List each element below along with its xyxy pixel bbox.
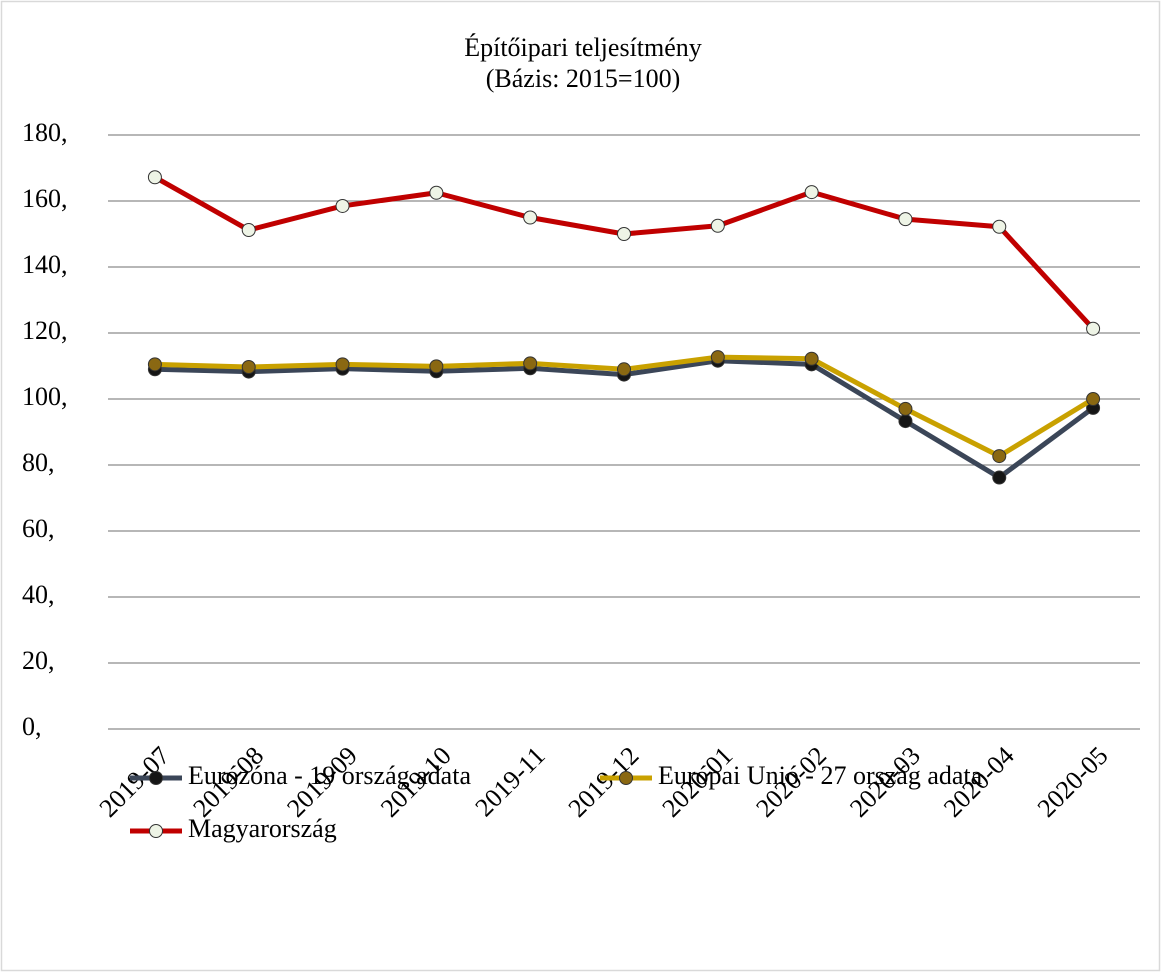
y-tick-label: 80, bbox=[22, 448, 55, 477]
y-tick-label: 40, bbox=[22, 580, 55, 609]
point bbox=[992, 219, 1007, 234]
point bbox=[1086, 392, 1101, 406]
legend-marker bbox=[149, 824, 163, 838]
y-tick-label: 60, bbox=[22, 514, 55, 543]
legend-label: Európai Unió - 27 ország adata bbox=[658, 761, 983, 790]
point bbox=[335, 357, 350, 372]
point bbox=[804, 185, 819, 200]
point bbox=[523, 210, 538, 225]
point bbox=[429, 359, 444, 374]
y-tick-label: 180, bbox=[22, 118, 68, 147]
legend-label: Eurózóna - 19 ország adata bbox=[188, 761, 471, 790]
legend-marker bbox=[619, 771, 633, 785]
legend-marker bbox=[149, 771, 163, 785]
point bbox=[335, 198, 350, 213]
chart-title: Építőipari teljesítmény bbox=[464, 33, 702, 62]
point bbox=[804, 351, 819, 366]
point bbox=[241, 359, 256, 374]
y-tick-label: 20, bbox=[22, 646, 55, 675]
chart-subtitle: (Bázis: 2015=100) bbox=[486, 64, 680, 93]
point bbox=[710, 350, 725, 365]
y-tick-label: 120, bbox=[22, 316, 68, 345]
point bbox=[898, 414, 913, 429]
point bbox=[898, 212, 913, 227]
point bbox=[992, 449, 1007, 464]
point bbox=[1086, 321, 1101, 336]
point bbox=[617, 362, 631, 377]
point bbox=[617, 227, 631, 241]
y-tick-label: 160, bbox=[22, 184, 68, 213]
point bbox=[523, 356, 538, 371]
y-tick-label: 100, bbox=[22, 382, 68, 411]
point bbox=[898, 401, 913, 416]
point bbox=[147, 170, 162, 185]
y-tick-label: 140, bbox=[22, 250, 68, 279]
point bbox=[992, 470, 1007, 485]
point bbox=[710, 218, 725, 233]
point bbox=[147, 357, 162, 372]
point bbox=[241, 223, 256, 238]
y-tick-label: 0, bbox=[22, 712, 42, 741]
point bbox=[429, 185, 444, 200]
legend-label: Magyarország bbox=[188, 814, 337, 843]
